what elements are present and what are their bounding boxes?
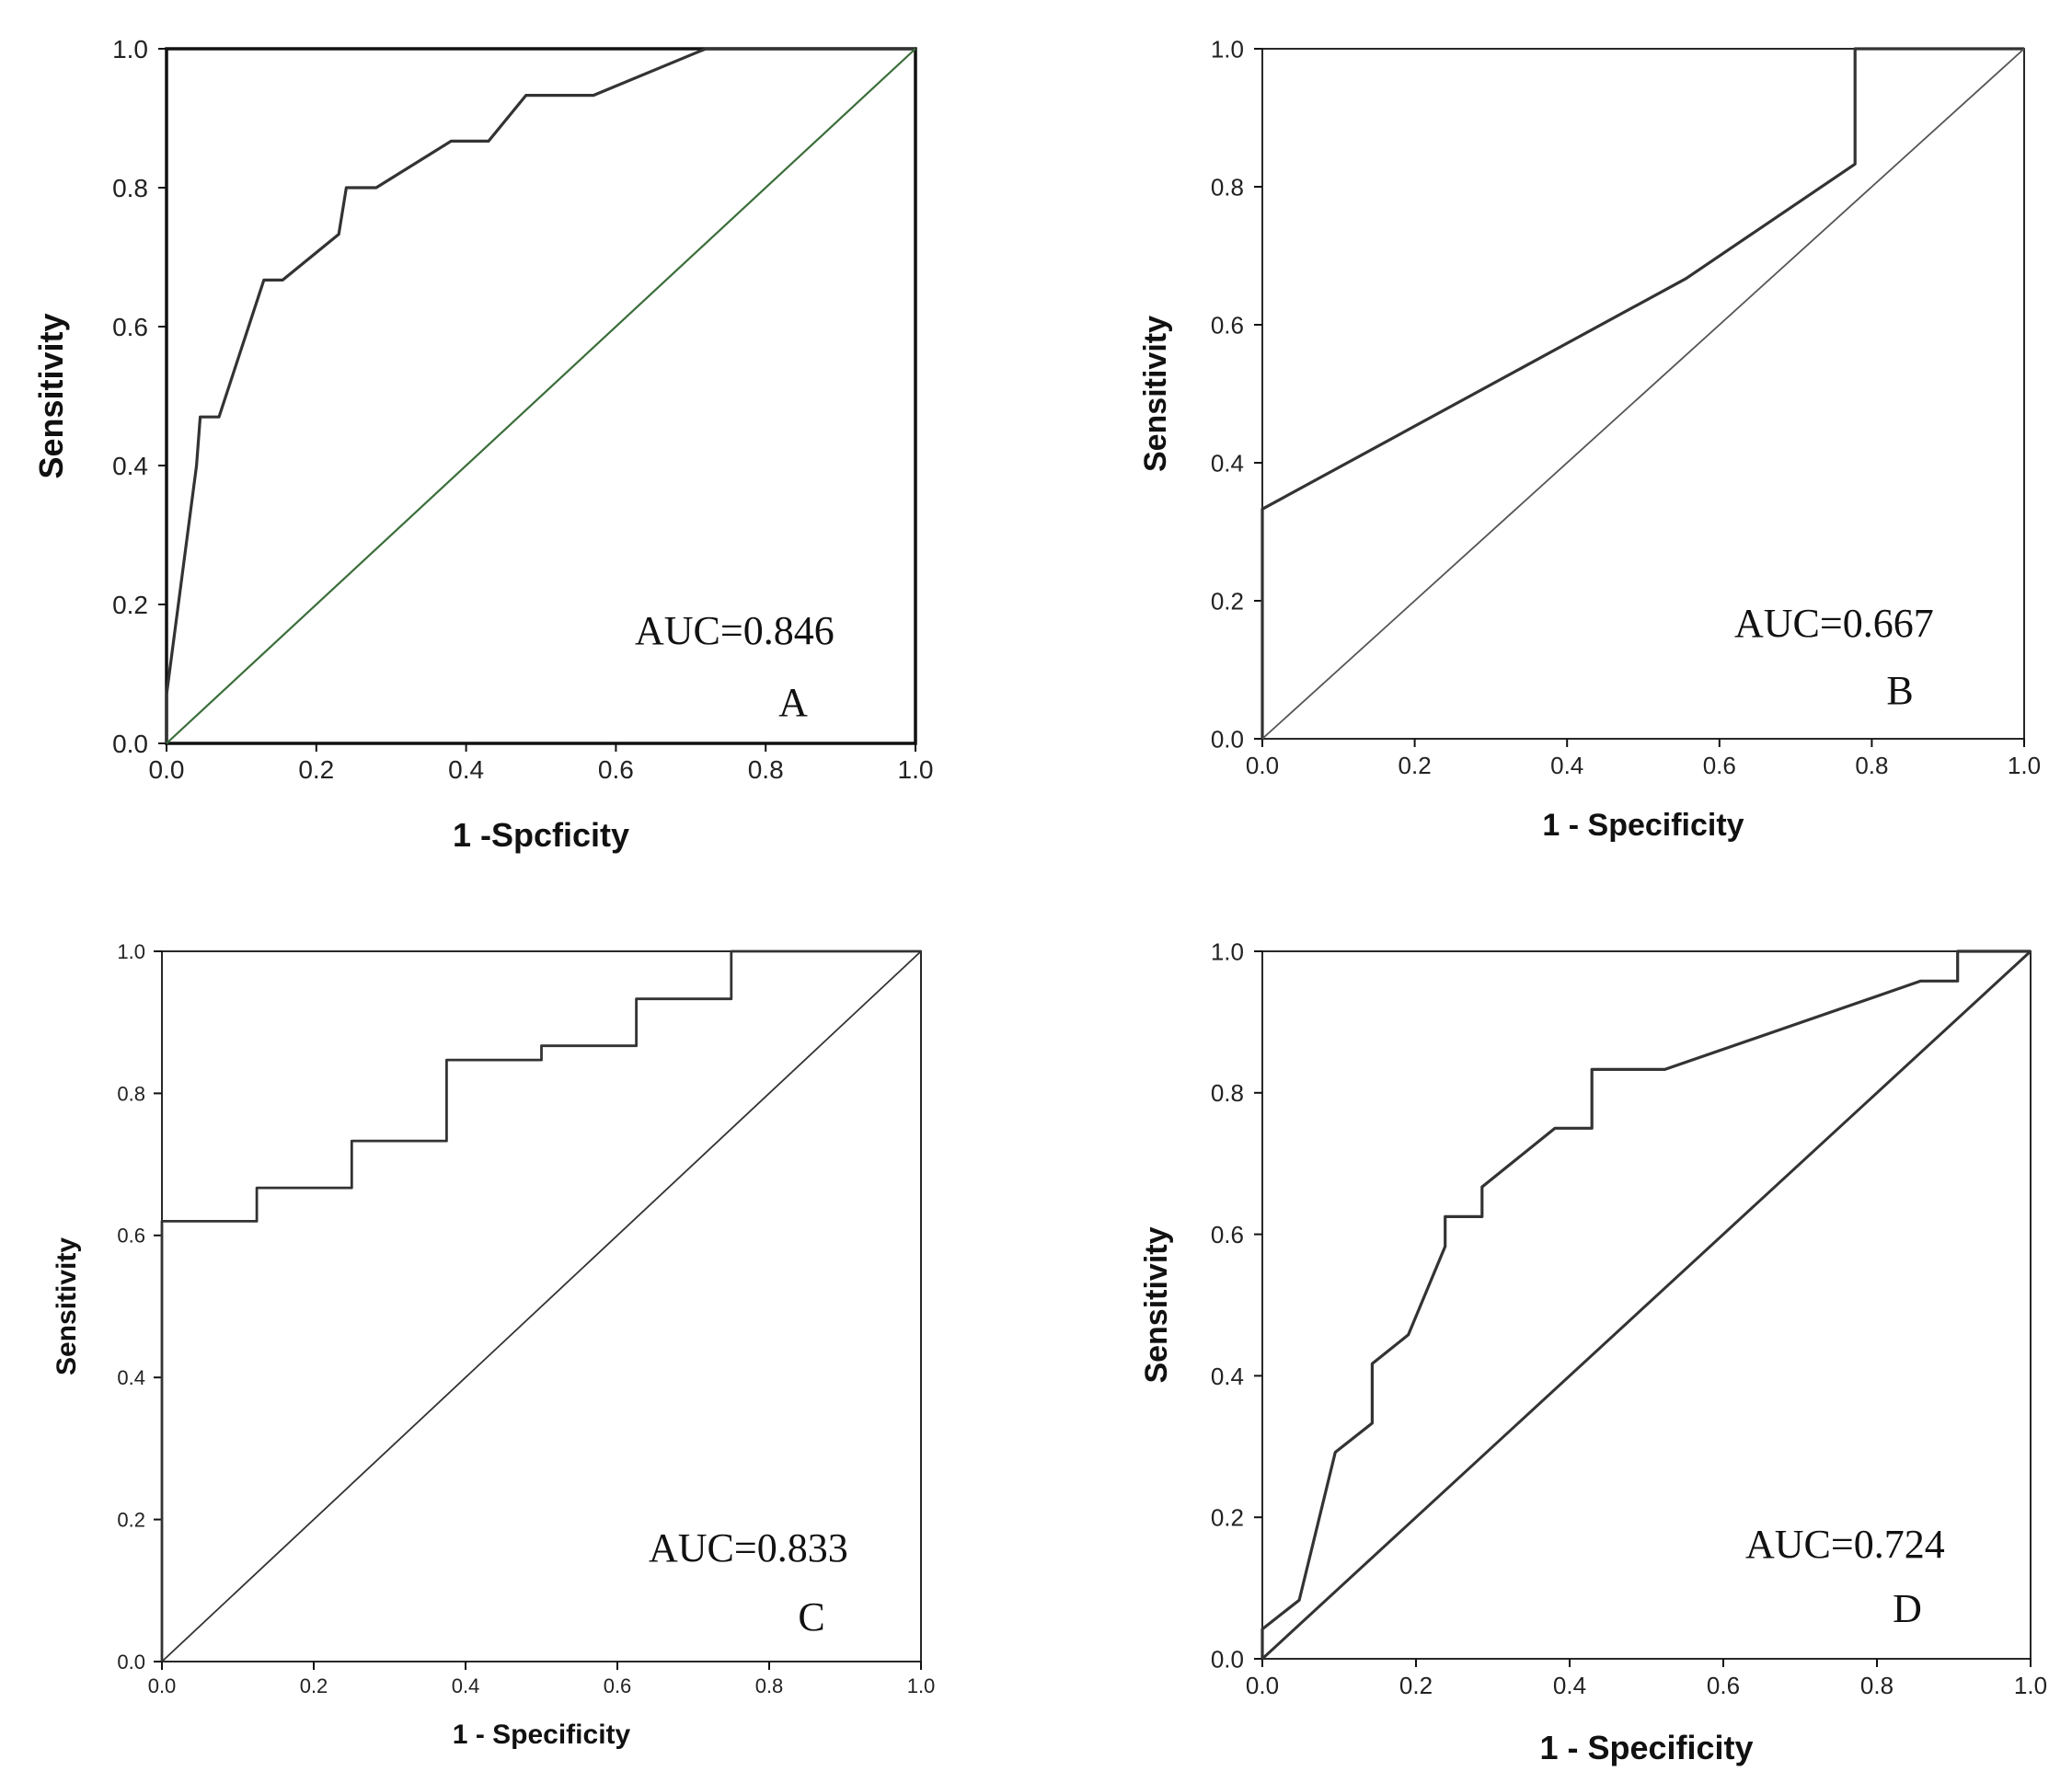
plot-frame-b <box>1261 48 2025 740</box>
x-tick-label: 1.0 <box>907 1674 936 1697</box>
x-tick-label: 0.0 <box>1246 752 1279 779</box>
panel-label-a: A <box>778 680 808 725</box>
y-axis-title-d: Sensitivity <box>1139 1226 1174 1383</box>
y-tick-label: 1.0 <box>112 35 148 63</box>
y-tick-label: 0.8 <box>1211 1079 1244 1107</box>
x-tick-label: 0.0 <box>149 755 185 784</box>
panel-label-c: C <box>798 1594 824 1639</box>
y-tick-label: 0.2 <box>112 591 148 619</box>
y-tick-label: 0.6 <box>112 313 148 341</box>
roc-curve-d <box>1260 949 2031 1659</box>
y-tick-label: 0.0 <box>1211 1645 1244 1673</box>
x-tick-label: 0.4 <box>452 1674 480 1697</box>
y-tick-label: 0.6 <box>1211 311 1244 339</box>
y-tick-label: 0.4 <box>112 452 148 480</box>
y-tick-label: 0.2 <box>1211 1504 1244 1532</box>
reference-line-d <box>1260 949 2032 1661</box>
x-axis-title-b: 1 - Specificity <box>1542 808 1744 843</box>
reference-line-a <box>166 48 916 744</box>
x-tick-label: 1.0 <box>2014 1672 2047 1699</box>
x-tick-label: 0.8 <box>748 755 784 784</box>
x-axis-title-c: 1 - Specificity <box>453 1720 631 1750</box>
panel-label-b: B <box>1886 668 1913 713</box>
panel-label-d: D <box>1893 1586 1922 1631</box>
x-tick-label: 0.4 <box>1550 752 1583 779</box>
y-tick-label: 0.4 <box>1211 449 1244 477</box>
y-tick-label: 0.0 <box>117 1651 145 1674</box>
reference-line-b <box>1261 48 2025 740</box>
x-tick-label: 0.6 <box>1707 1672 1740 1699</box>
y-tick-label: 0.8 <box>112 174 148 202</box>
x-tick-label: 0.6 <box>1703 752 1736 779</box>
x-tick-label: 0.0 <box>148 1674 177 1697</box>
y-tick-label: 0.8 <box>1211 173 1244 201</box>
y-tick-label: 0.0 <box>1211 725 1244 753</box>
y-tick-label: 1.0 <box>1211 938 1244 965</box>
y-tick-label: 0.4 <box>117 1366 145 1389</box>
x-tick-label: 0.8 <box>1855 752 1888 779</box>
plot-frame-d <box>1261 950 2032 1660</box>
reference-line-c <box>161 950 922 1662</box>
x-axis-title-a: 1 -Spcficity <box>453 816 629 854</box>
x-tick-label: 1.0 <box>898 755 934 784</box>
x-tick-label: 0.0 <box>1246 1672 1279 1699</box>
x-axis-title-d: 1 - Specificity <box>1539 1729 1753 1766</box>
y-tick-label: 1.0 <box>117 940 145 963</box>
x-tick-label: 0.4 <box>448 755 484 784</box>
roc-curve-a <box>165 47 915 743</box>
panel-d: 0.0 0.2 0.4 0.6 0.8 1.0 0.0 0.2 0.4 0.6 0.8 1.0 1 - … <box>1139 938 2047 1766</box>
auc-annotation-b: AUC=0.667 <box>1734 601 1934 646</box>
plot-frame-a <box>165 47 917 745</box>
x-tick-label: 0.2 <box>300 1674 328 1697</box>
x-tick-label: 0.8 <box>1860 1672 1894 1699</box>
x-tick-label: 0.6 <box>604 1674 632 1697</box>
auc-annotation-d: AUC=0.724 <box>1745 1522 1945 1567</box>
roc-curve-c <box>160 949 921 1662</box>
x-tick-label: 0.8 <box>755 1674 784 1697</box>
panel-a: 0.0 0.2 0.4 0.6 0.8 1.0 0.0 0.2 0.4 0.6 0.8 1.0 1 -S… <box>32 35 933 854</box>
y-tick-label: 0.2 <box>117 1509 145 1532</box>
y-tick-label: 0.6 <box>117 1225 145 1248</box>
y-axis-title-a: Sensitivity <box>32 313 70 478</box>
x-tick-label: 0.4 <box>1553 1672 1586 1699</box>
y-tick-label: 0.0 <box>112 730 148 758</box>
y-axis-title-c: Sensitivity <box>52 1237 82 1375</box>
y-tick-label: 0.2 <box>1211 587 1244 615</box>
x-tick-label: 1.0 <box>2008 752 2041 779</box>
auc-annotation-c: AUC=0.833 <box>649 1525 848 1570</box>
panel-c: 0.0 0.2 0.4 0.6 0.8 1.0 0.0 0.2 0.4 0.6 0.8 1.0 1 - … <box>52 940 935 1750</box>
x-tick-label: 0.2 <box>298 755 334 784</box>
auc-annotation-a: AUC=0.846 <box>635 608 835 653</box>
x-tick-label: 0.2 <box>1399 1672 1433 1699</box>
y-tick-label: 1.0 <box>1211 35 1244 63</box>
x-tick-label: 0.6 <box>598 755 634 784</box>
y-axis-title-b: Sensitivity <box>1138 316 1173 472</box>
roc-curve-b <box>1260 47 2024 739</box>
y-tick-label: 0.6 <box>1211 1221 1244 1248</box>
y-tick-label: 0.8 <box>117 1082 145 1105</box>
x-tick-label: 0.2 <box>1399 752 1432 779</box>
y-tick-label: 0.4 <box>1211 1363 1244 1390</box>
panel-b: 0.0 0.2 0.4 0.6 0.8 1.0 0.0 0.2 0.4 0.6 0.8 1.0 1 - … <box>1138 35 2041 843</box>
